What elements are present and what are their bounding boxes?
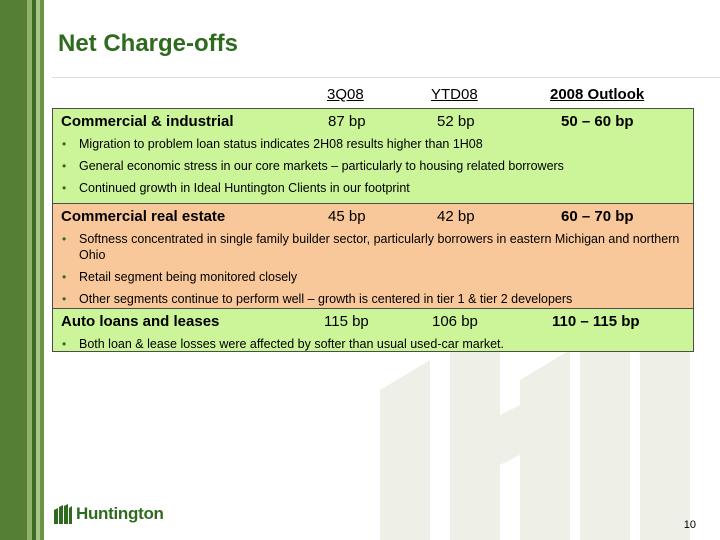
column-header-outlook: 2008 Outlook [550,86,645,103]
page-number: 10 [683,519,696,531]
value-ytd08: 42 bp [437,208,475,225]
bullet-item: Softness concentrated in single family b… [53,231,693,263]
section-label: Auto loans and leases [61,313,220,330]
section-label: Commercial & industrial [61,113,234,130]
logo-mark-icon [54,504,72,524]
title-divider [52,77,720,78]
bullet-list: Migration to problem loan status indicat… [53,136,693,202]
bullet-list: Softness concentrated in single family b… [53,231,693,313]
charge-offs-table: Commercial & industrial 87 bp 52 bp 50 –… [52,108,694,352]
value-3q08: 115 bp [324,313,369,330]
section-commercial-industrial: Commercial & industrial 87 bp 52 bp 50 –… [53,109,693,203]
value-outlook: 50 – 60 bp [561,113,634,130]
section-auto-loans-leases: Auto loans and leases 115 bp 106 bp 110 … [53,308,693,352]
value-ytd08: 106 bp [432,313,478,330]
bullet-item: Continued growth in Ideal Huntington Cli… [53,180,693,196]
value-outlook: 60 – 70 bp [561,208,634,225]
value-3q08: 87 bp [328,113,366,130]
section-header-row: Auto loans and leases 115 bp 106 bp 110 … [53,313,693,333]
section-commercial-real-estate: Commercial real estate 45 bp 42 bp 60 – … [53,203,693,308]
value-ytd08: 52 bp [437,113,475,130]
column-header-3q08: 3Q08 [327,86,364,103]
section-header-row: Commercial real estate 45 bp 42 bp 60 – … [53,208,693,228]
bullet-item: General economic stress in our core mark… [53,158,693,174]
bullet-item: Retail segment being monitored closely [53,269,693,285]
value-3q08: 45 bp [328,208,366,225]
column-header-ytd08: YTD08 [431,86,478,103]
huntington-logo: Huntington [54,503,164,525]
section-header-row: Commercial & industrial 87 bp 52 bp 50 –… [53,113,693,133]
slide-title: Net Charge-offs [58,30,239,57]
left-stripe-bar [0,0,44,540]
bullet-item: Migration to problem loan status indicat… [53,136,693,152]
bullet-list: Both loan & lease losses were affected b… [53,336,693,358]
section-label: Commercial real estate [61,208,226,225]
bullet-item: Both loan & lease losses were affected b… [53,336,693,352]
value-outlook: 110 – 115 bp [552,313,640,330]
bullet-item: Other segments continue to perform well … [53,291,693,307]
logo-text: Huntington [76,504,164,523]
